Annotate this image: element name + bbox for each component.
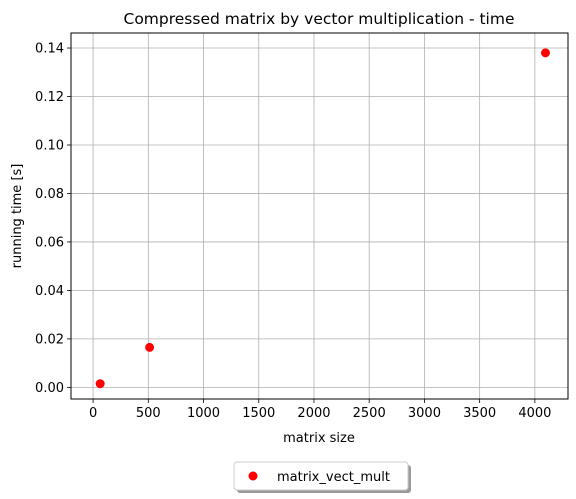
series-matrix-vect-mult [95,48,550,389]
x-tick-label: 3500 [463,406,496,421]
y-tick-label: 0.00 [35,381,64,396]
x-tick-label: 0 [89,406,97,421]
x-tick-label: 3000 [408,406,441,421]
plot-frame [70,32,569,400]
x-axis-label: matrix size [283,431,355,446]
data-point [145,342,155,352]
y-axis-label: running time [s] [10,164,25,269]
x-tick-label: 1500 [242,406,275,421]
chart-title: Compressed matrix by vector multiplicati… [124,10,515,28]
y-tick-label: 0.06 [35,235,64,250]
legend-marker [248,471,258,481]
y-tick-label: 0.08 [35,187,64,202]
legend: matrix_vect_mult [233,461,411,493]
x-tick-label: 500 [136,406,161,421]
legend-label: matrix_vect_mult [277,470,390,485]
legend-box [233,461,409,491]
grid [71,33,568,399]
y-tick-label: 0.04 [35,284,64,299]
y-tick-label: 0.02 [35,332,64,347]
x-tick-label: 2000 [297,406,330,421]
x-tick-label: 4000 [518,406,551,421]
x-tick-label: 1000 [187,406,220,421]
data-point [540,48,550,58]
y-tick-label: 0.12 [35,90,64,105]
x-axis: 0 500 1000 1500 2000 2500 3000 3500 4000 [89,399,551,421]
x-tick-label: 2500 [353,406,386,421]
y-tick-label: 0.14 [35,42,64,57]
y-axis: 0.00 0.02 0.04 0.06 0.08 0.10 0.12 0.14 [35,42,71,396]
data-point [95,379,105,389]
y-tick-label: 0.10 [35,138,64,153]
